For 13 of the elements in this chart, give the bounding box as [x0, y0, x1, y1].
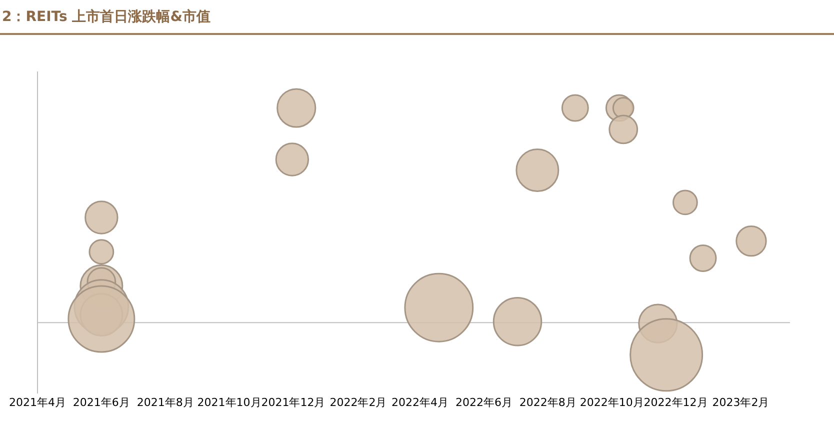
chart-title: 2：REITs 上市首日涨跌幅&市值	[2, 8, 210, 26]
x-tick-label: 2021年10月	[197, 396, 262, 409]
x-tick-label: 2021年6月	[72, 396, 130, 409]
x-tick-label: 2021年4月	[9, 396, 66, 409]
x-tick-label: 2022年4月	[392, 396, 449, 409]
x-tick-label: 2023年2月	[712, 396, 770, 409]
x-tick-label: 2022年2月	[330, 396, 387, 409]
x-tick-label: 2022年12月	[644, 396, 708, 409]
x-tick-label: 2022年8月	[519, 396, 576, 409]
x-tick-label: 2022年10月	[580, 396, 644, 409]
x-tick-label: 2021年12月	[261, 396, 326, 409]
x-tick-label: 2021年8月	[136, 396, 194, 409]
x-tick-label: 2022年6月	[455, 396, 512, 409]
